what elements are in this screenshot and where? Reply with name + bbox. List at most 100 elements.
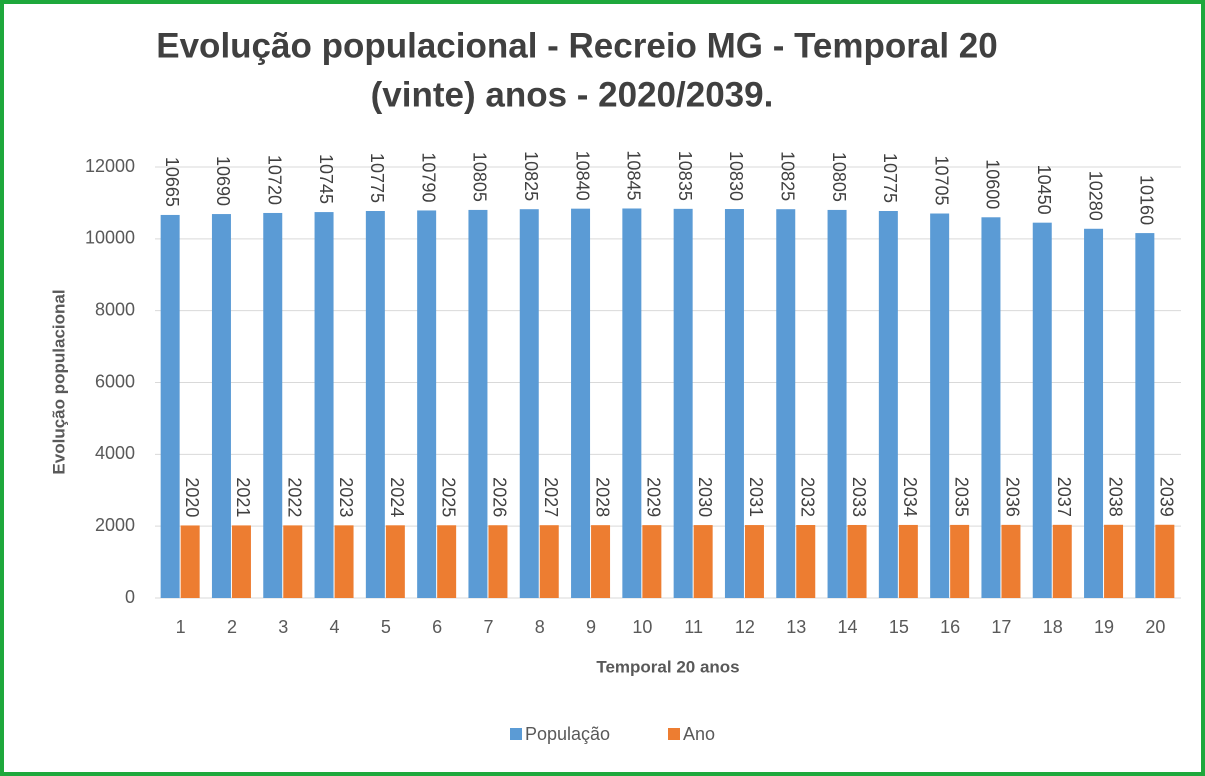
x-tick-label: 12 [735,617,755,637]
bar [1052,524,1072,598]
value-label: 10805 [470,152,490,202]
value-label: 2034 [900,477,920,517]
y-tick-label: 12000 [85,156,135,176]
bar [160,214,180,599]
bar [539,525,559,598]
value-label: 10600 [983,159,1003,209]
x-tick-label: 4 [330,617,340,637]
bar [417,210,437,598]
bar [334,525,354,598]
x-tick-label: 11 [684,617,703,637]
value-label: 2037 [1054,477,1074,517]
value-label: 10830 [726,151,746,201]
bar [642,525,662,598]
value-label: 10160 [1137,175,1157,225]
value-label: 10720 [265,155,285,205]
y-tick-label: 10000 [85,228,135,248]
value-label: 10845 [624,150,644,200]
bar [211,214,231,598]
y-tick-label: 8000 [95,299,135,319]
value-label: 10825 [521,151,541,201]
bar [231,525,251,598]
bar [930,213,950,598]
value-label: 2028 [592,477,612,517]
x-tick-label: 6 [432,617,442,637]
bar [437,525,457,598]
x-tick-label: 15 [889,617,909,637]
value-label: 10280 [1085,171,1105,221]
x-tick-label: 7 [483,617,493,637]
value-label: 2022 [285,477,305,517]
value-label: 10665 [162,157,182,207]
x-tick-label: 19 [1094,617,1114,637]
value-label: 2032 [798,477,818,517]
legend-swatch [668,728,680,740]
bar [693,525,713,598]
bar [488,525,508,598]
bar [180,525,200,598]
x-tick-label: 14 [838,617,858,637]
bar [283,525,303,598]
value-label: 2035 [951,477,971,517]
bar [263,212,283,598]
x-tick-label: 3 [278,617,288,637]
value-label: 10690 [213,156,233,206]
value-label: 2036 [1003,477,1023,517]
bar [365,210,385,598]
x-axis-title: Temporal 20 anos [596,657,739,676]
x-tick-label: 18 [1043,617,1063,637]
bar [468,209,488,598]
legend-label: População [525,724,610,744]
y-tick-label: 2000 [95,515,135,535]
value-label: 2024 [387,477,407,517]
x-tick-label: 10 [632,617,652,637]
legend-swatch [510,728,522,740]
bar [673,208,693,599]
bar [1135,233,1155,598]
value-label: 10705 [931,155,951,205]
value-label: 2033 [849,477,869,517]
chart-title: (vinte) anos - 2020/2039. [371,75,774,114]
value-label: 10840 [572,151,592,201]
x-tick-label: 5 [381,617,391,637]
bar [950,524,970,598]
x-tick-label: 20 [1145,617,1165,637]
bar [591,525,611,598]
value-label: 10835 [675,151,695,201]
value-label: 2029 [644,477,664,517]
bar [1001,524,1021,598]
value-label: 10790 [418,152,438,202]
value-label: 10745 [316,154,336,204]
value-label: 2039 [1157,477,1177,517]
value-label: 10805 [829,152,849,202]
value-label: 10775 [880,153,900,203]
y-axis-title: Evolução populacional [49,289,68,474]
value-label: 2021 [233,477,253,517]
x-tick-label: 2 [227,617,237,637]
y-tick-label: 6000 [95,371,135,391]
bar [847,524,867,598]
value-label: 10775 [367,153,387,203]
x-tick-label: 8 [535,617,545,637]
legend-label: Ano [683,724,715,744]
bar [898,524,918,598]
bar [1104,524,1124,598]
bar [744,525,764,598]
value-label: 2027 [541,477,561,517]
value-label: 10825 [778,151,798,201]
x-tick-label: 13 [786,617,806,637]
bar [827,209,847,598]
value-label: 2026 [490,477,510,517]
x-tick-label: 17 [991,617,1011,637]
value-label: 2025 [438,477,458,517]
value-label: 2023 [336,477,356,517]
bar [776,209,796,598]
bar [1032,222,1052,598]
y-tick-label: 0 [125,587,135,607]
x-tick-label: 1 [176,617,186,637]
bar [1084,228,1104,598]
bar [796,525,816,598]
